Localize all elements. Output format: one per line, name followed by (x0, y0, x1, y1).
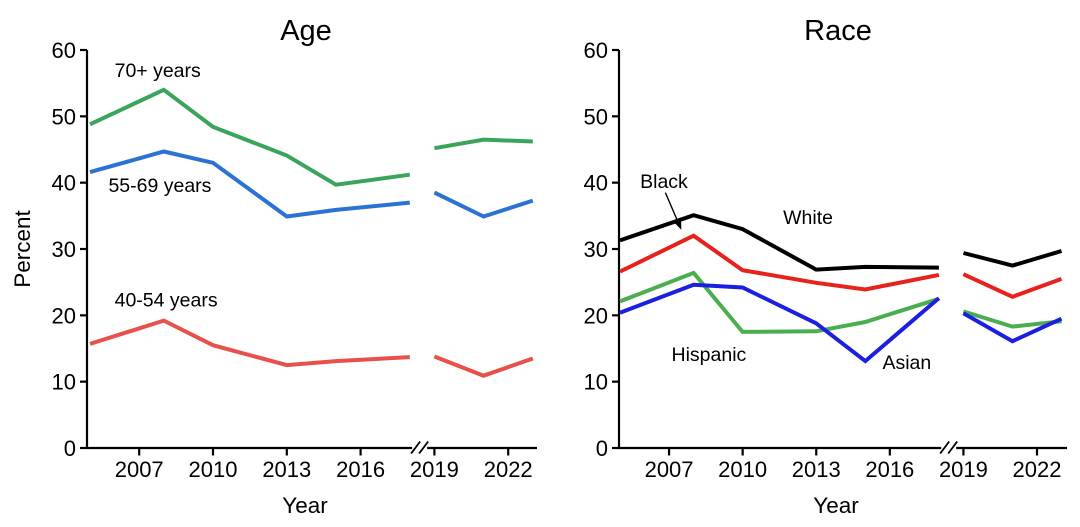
series-label-asian: Asian (882, 352, 931, 374)
age-y-tick-label: 0 (64, 436, 76, 461)
age-y-axis-title: Percent (10, 209, 35, 287)
race-y-tick-label: 60 (584, 38, 608, 63)
age-x-tick-label: 2013 (262, 457, 311, 482)
race-x-tick-label: 2007 (645, 457, 694, 482)
age-x-tick-label: 2019 (410, 457, 459, 482)
race-x-axis-title: Year (813, 493, 859, 518)
series-line-55-69-years (433, 190, 534, 219)
series-line-70-years (434, 137, 533, 151)
age-y-tick-label: 20 (52, 303, 76, 328)
race-y-tick-label: 30 (584, 237, 608, 262)
series-label-black: Black (640, 171, 688, 193)
annotation-arrow-line-black (664, 192, 679, 222)
series-line-asian (619, 282, 941, 364)
series-line-black (619, 233, 940, 292)
race-axis-break-gap (941, 443, 957, 453)
race-axis-break-slash (939, 440, 950, 455)
age-x-tick-label: 2016 (336, 457, 385, 482)
series-line-hispanic (962, 309, 1062, 329)
series-line-55-69-years (89, 149, 410, 219)
race-x-tick-label: 2022 (1013, 457, 1062, 482)
race-y-tick-label: 20 (584, 303, 608, 328)
age-axis-break-gap (412, 443, 428, 453)
race-axis-break-slash (947, 440, 958, 455)
panel-title-race: Race (804, 15, 872, 47)
series-label-40-54-years: 40-54 years (115, 290, 218, 312)
age-x-tick-label: 2010 (189, 457, 238, 482)
series-label-70-years: 70+ years (115, 60, 201, 82)
series-label-hispanic: Hispanic (672, 344, 747, 366)
series-line-70-years (89, 87, 411, 187)
age-y-tick-label: 40 (52, 171, 76, 196)
series-line-white (619, 213, 939, 272)
race-y-tick-label: 0 (596, 436, 608, 461)
race-x-tick-label: 2010 (718, 457, 767, 482)
race-y-tick-label: 50 (584, 104, 608, 129)
race-x-tick-label: 2013 (792, 457, 841, 482)
series-line-asian (962, 311, 1063, 344)
age-y-tick-label: 50 (52, 104, 76, 129)
age-axis-break-slash (418, 440, 429, 455)
age-x-axis-title: Year (282, 493, 328, 518)
age-axis-break-slash (410, 440, 421, 455)
age-x-tick-label: 2022 (484, 457, 533, 482)
series-label-55-69-years: 55-69 years (108, 175, 211, 197)
age-y-tick-label: 60 (52, 38, 76, 63)
series-line-40-54-years (433, 354, 534, 378)
series-line-white (962, 249, 1063, 268)
race-y-tick-label: 40 (584, 171, 608, 196)
annotation-arrowhead-black (674, 220, 682, 230)
race-y-tick-label: 10 (584, 370, 608, 395)
age-x-tick-label: 2007 (115, 457, 164, 482)
series-line-black (962, 272, 1063, 299)
age-y-tick-label: 10 (52, 370, 76, 395)
series-label-white: White (783, 207, 833, 229)
race-x-tick-label: 2019 (939, 457, 988, 482)
race-x-tick-label: 2016 (865, 457, 914, 482)
series-line-40-54-years (89, 318, 410, 368)
panel-title-age: Age (280, 15, 332, 47)
age-y-tick-label: 30 (52, 237, 76, 262)
series-line-hispanic (619, 270, 940, 334)
